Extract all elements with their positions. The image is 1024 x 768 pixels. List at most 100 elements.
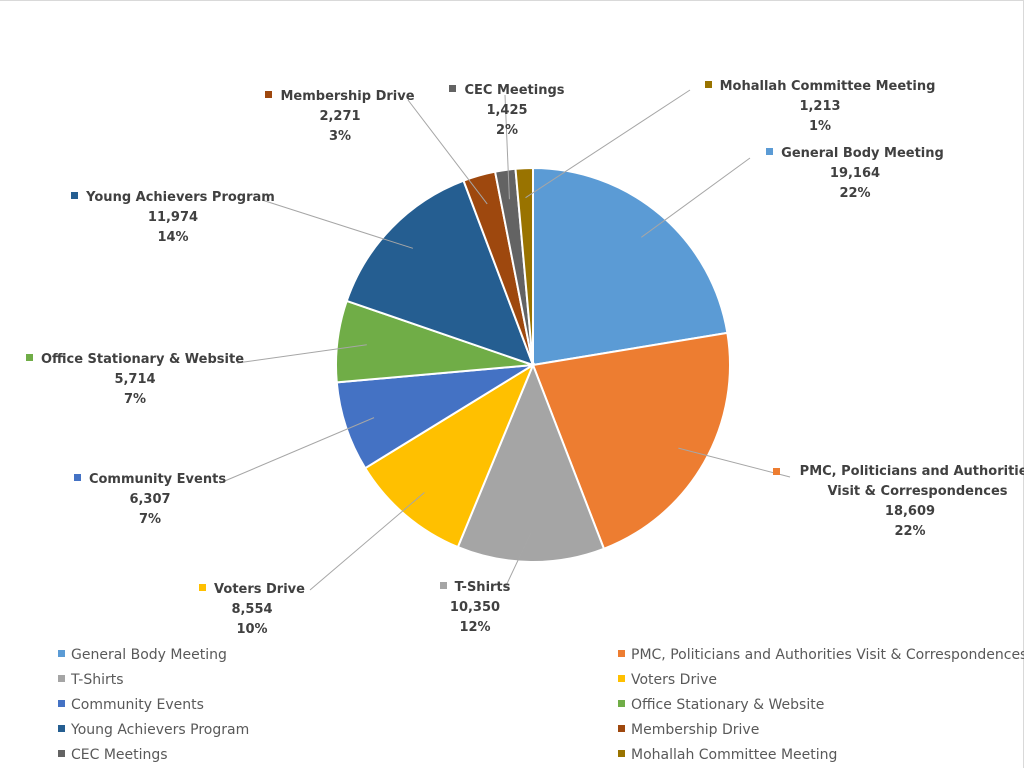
leader-line — [525, 89, 691, 199]
label-percent: 2% — [495, 123, 519, 138]
legend-label: Mohallah Committee Meeting — [631, 747, 838, 763]
label-value: 2,271 — [319, 109, 361, 124]
label-name-row: General Body Meeting — [655, 144, 1024, 164]
label-percent: 3% — [328, 129, 352, 144]
legend-label: Membership Drive — [631, 722, 760, 738]
leader-line — [504, 94, 510, 200]
pie-slice — [345, 179, 535, 367]
label-name: Voters Drive — [214, 582, 305, 597]
pie-slice — [514, 166, 534, 366]
label-percent: 22% — [894, 524, 926, 539]
label-marker — [449, 85, 457, 92]
label-name: PMC, Politicians and Authorities Visit &… — [799, 464, 1024, 499]
leader-line — [504, 532, 532, 589]
data-label: General Body Meeting 19,164 22% — [655, 144, 1024, 204]
label-name: Community Events — [88, 472, 227, 487]
label-marker — [766, 148, 774, 155]
data-label: CEC Meetings 1,425 2% — [307, 81, 707, 141]
label-marker — [71, 192, 79, 199]
label-value: 5,714 — [114, 372, 156, 387]
legend-item: Young Achievers Program — [58, 722, 249, 738]
label-marker — [439, 582, 447, 589]
label-value: 11,974 — [147, 210, 199, 225]
legend-item: PMC, Politicians and Authorities Visit &… — [618, 647, 1024, 663]
pie-slice — [531, 331, 731, 551]
data-label: PMC, Politicians and Authorities Visit &… — [710, 462, 1024, 542]
legend-item: Membership Drive — [618, 722, 759, 738]
legend-marker — [58, 699, 65, 707]
legend-item: T-Shirts — [58, 672, 124, 688]
legend-label: Young Achievers Program — [71, 722, 250, 738]
label-value: 8,554 — [231, 602, 273, 617]
legend-label: PMC, Politicians and Authorities Visit &… — [631, 647, 1024, 663]
label-percent: 14% — [157, 230, 189, 245]
legend-item: General Body Meeting — [58, 647, 227, 663]
label-name-row: Community Events — [0, 470, 350, 490]
label-percent: 7% — [123, 392, 147, 407]
label-name-row: T-Shirts — [275, 578, 675, 598]
label-name: Membership Drive — [280, 89, 415, 104]
label-marker — [265, 91, 273, 98]
label-name-row: Young Achievers Program — [0, 188, 373, 208]
legend-marker — [58, 749, 65, 757]
legend-marker — [618, 674, 625, 682]
label-name: Mohallah Committee Meeting — [719, 79, 936, 94]
label-value: 1,213 — [799, 99, 841, 114]
legend-marker — [618, 749, 625, 757]
label-name: General Body Meeting — [781, 146, 944, 161]
data-label: Membership Drive 2,271 3% — [140, 87, 540, 147]
label-name-row: Membership Drive — [140, 87, 540, 107]
label-name-row: CEC Meetings — [307, 81, 707, 101]
label-percent: 10% — [236, 622, 268, 637]
leader-line — [641, 157, 751, 238]
legend-marker — [618, 699, 625, 707]
pie-slice — [456, 362, 606, 563]
data-label: T-Shirts 10,350 12% — [275, 578, 675, 638]
label-marker — [704, 81, 712, 88]
leader-line — [219, 417, 375, 484]
legend-label: Community Events — [71, 697, 204, 713]
legend-item: Voters Drive — [618, 672, 717, 688]
label-marker — [73, 474, 81, 481]
data-label: Office Stationary & Website 5,714 7% — [0, 350, 335, 410]
label-name-row: Mohallah Committee Meeting — [620, 77, 1020, 97]
leader-line — [309, 492, 425, 591]
pie-slice — [363, 362, 536, 549]
label-name: T-Shirts — [454, 580, 511, 595]
legend-item: Community Events — [58, 697, 204, 713]
legend-label: CEC Meetings — [71, 747, 168, 763]
label-name-row: Office Stationary & Website — [0, 350, 335, 370]
legend-marker — [58, 649, 65, 657]
label-percent: 22% — [839, 186, 871, 201]
label-marker — [199, 584, 207, 591]
leader-line — [678, 447, 791, 478]
label-name-row: Voters Drive — [52, 580, 452, 600]
label-marker — [772, 468, 780, 475]
legend-item: Mohallah Committee Meeting — [618, 747, 837, 763]
label-value: 19,164 — [829, 166, 881, 181]
data-label: Young Achievers Program 11,974 14% — [0, 188, 373, 248]
pie-slice — [532, 166, 729, 367]
label-percent: 12% — [459, 620, 491, 635]
label-value: 6,307 — [129, 492, 171, 507]
label-name: Office Stationary & Website — [40, 352, 245, 367]
label-percent: 7% — [138, 512, 162, 527]
legend-label: Office Stationary & Website — [631, 697, 825, 713]
data-label: Community Events 6,307 7% — [0, 470, 350, 530]
legend-marker — [618, 724, 625, 732]
legend-label: Voters Drive — [631, 672, 717, 688]
label-value: 1,425 — [486, 103, 528, 118]
legend-marker — [618, 649, 625, 657]
leader-line — [261, 199, 414, 249]
legend-item: CEC Meetings — [58, 747, 168, 763]
legend-item: Office Stationary & Website — [618, 697, 824, 713]
legend-label: General Body Meeting — [71, 647, 227, 663]
label-percent: 1% — [808, 119, 832, 134]
legend-label: T-Shirts — [71, 672, 124, 688]
data-label: Mohallah Committee Meeting 1,213 1% — [620, 77, 1020, 137]
legend-marker — [58, 724, 65, 732]
label-name: Young Achievers Program — [86, 190, 275, 205]
legend-marker — [58, 674, 65, 682]
